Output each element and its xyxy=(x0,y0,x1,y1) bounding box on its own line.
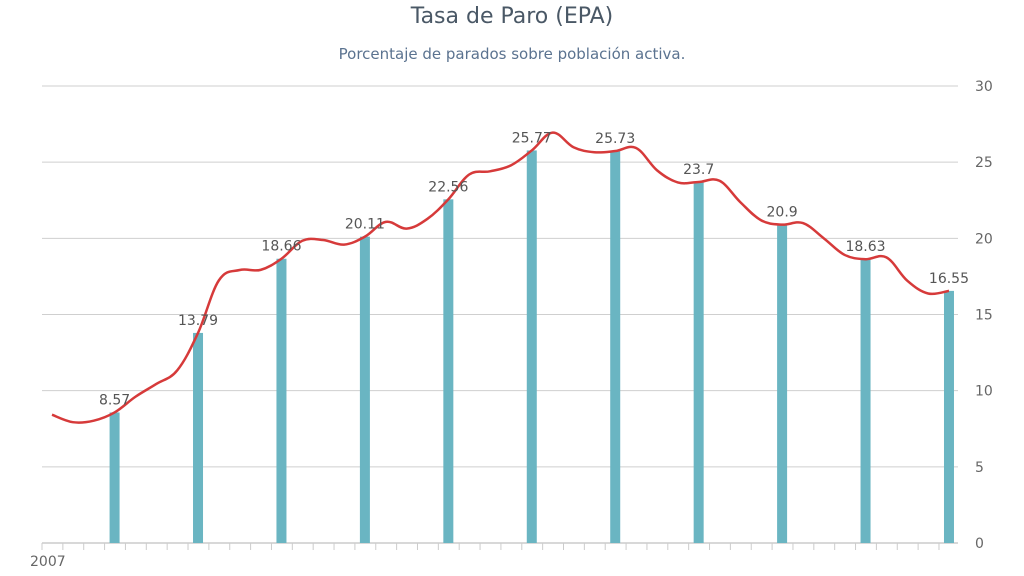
data-label: 18.63 xyxy=(845,239,885,255)
data-label: 13.79 xyxy=(178,313,218,329)
y-tick-label: 30 xyxy=(975,79,993,95)
y-tick-label: 10 xyxy=(975,384,993,400)
bar xyxy=(777,224,788,543)
bar xyxy=(860,259,871,543)
bar xyxy=(693,181,704,543)
y-tick-label: 0 xyxy=(975,536,984,552)
x-tick-label: 2007 xyxy=(30,554,66,570)
y-tick-label: 5 xyxy=(975,460,984,476)
bar xyxy=(943,290,954,543)
data-label: 20.9 xyxy=(767,205,798,221)
data-label: 20.11 xyxy=(345,217,385,233)
bar xyxy=(276,258,287,543)
data-label: 22.56 xyxy=(428,179,468,195)
bar xyxy=(443,199,454,543)
data-label: 8.57 xyxy=(99,392,130,408)
bar xyxy=(610,151,621,543)
data-label: 23.7 xyxy=(683,162,714,178)
bar xyxy=(193,332,204,543)
chart-subtitle: Porcentaje de parados sobre población ac… xyxy=(338,45,686,63)
bar xyxy=(526,150,537,543)
data-label: 25.73 xyxy=(595,131,635,147)
data-label: 16.55 xyxy=(929,271,969,287)
data-label: 25.77 xyxy=(512,130,552,146)
chart-title: Tasa de Paro (EPA) xyxy=(410,4,614,29)
y-tick-label: 25 xyxy=(975,155,993,171)
bar xyxy=(359,236,370,544)
line-series xyxy=(51,131,950,424)
bar xyxy=(109,412,120,543)
data-label: 18.66 xyxy=(261,239,301,255)
y-tick-label: 15 xyxy=(975,308,993,324)
y-tick-label: 20 xyxy=(975,231,993,247)
